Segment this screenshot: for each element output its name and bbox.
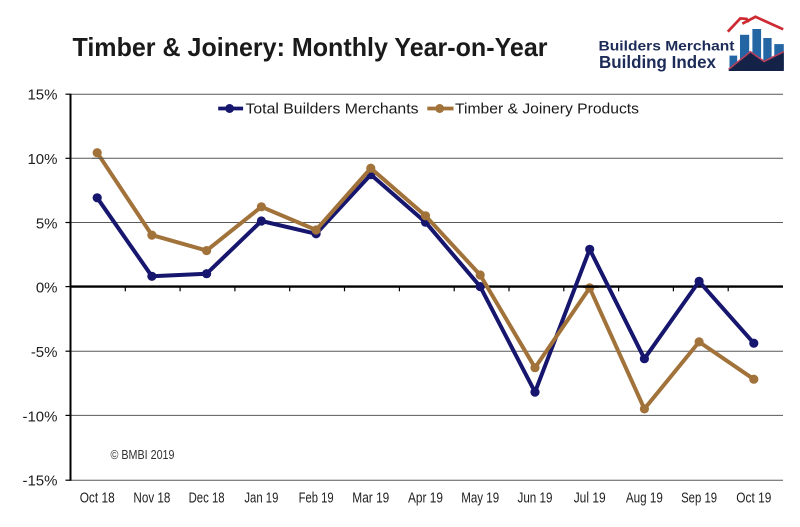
svg-text:Builders Merchant: Builders Merchant <box>599 37 735 53</box>
svg-text:Timber & Joinery Products: Timber & Joinery Products <box>455 101 639 118</box>
svg-text:Total Builders Merchants: Total Builders Merchants <box>246 101 419 118</box>
svg-text:Apr 19: Apr 19 <box>408 490 443 507</box>
svg-text:Oct 19: Oct 19 <box>736 490 771 507</box>
svg-text:Dec 18: Dec 18 <box>189 490 225 507</box>
svg-text:-10%: -10% <box>22 408 57 425</box>
svg-text:15%: 15% <box>27 87 57 104</box>
svg-text:Aug 19: Aug 19 <box>626 490 663 507</box>
svg-text:Feb 19: Feb 19 <box>299 490 334 507</box>
svg-text:Timber & Joinery: Monthly Year: Timber & Joinery: Monthly Year-on-Year <box>73 32 548 62</box>
svg-text:10%: 10% <box>27 151 57 168</box>
svg-text:Building Index: Building Index <box>599 52 716 72</box>
svg-text:Jul 19: Jul 19 <box>574 490 606 507</box>
svg-text:0%: 0% <box>36 280 58 297</box>
svg-text:May 19: May 19 <box>461 490 499 507</box>
svg-text:-15%: -15% <box>22 473 57 490</box>
svg-text:Oct 18: Oct 18 <box>80 490 115 507</box>
svg-text:Mar 19: Mar 19 <box>352 490 389 507</box>
svg-text:5%: 5% <box>36 215 58 232</box>
svg-text:Jun 19: Jun 19 <box>518 490 553 507</box>
svg-text:Nov 18: Nov 18 <box>133 490 170 507</box>
svg-text:Sep 19: Sep 19 <box>681 490 717 507</box>
svg-text:Jan 19: Jan 19 <box>244 490 278 507</box>
svg-text:-5%: -5% <box>31 344 58 361</box>
svg-text:© BMBI 2019: © BMBI 2019 <box>111 448 175 462</box>
